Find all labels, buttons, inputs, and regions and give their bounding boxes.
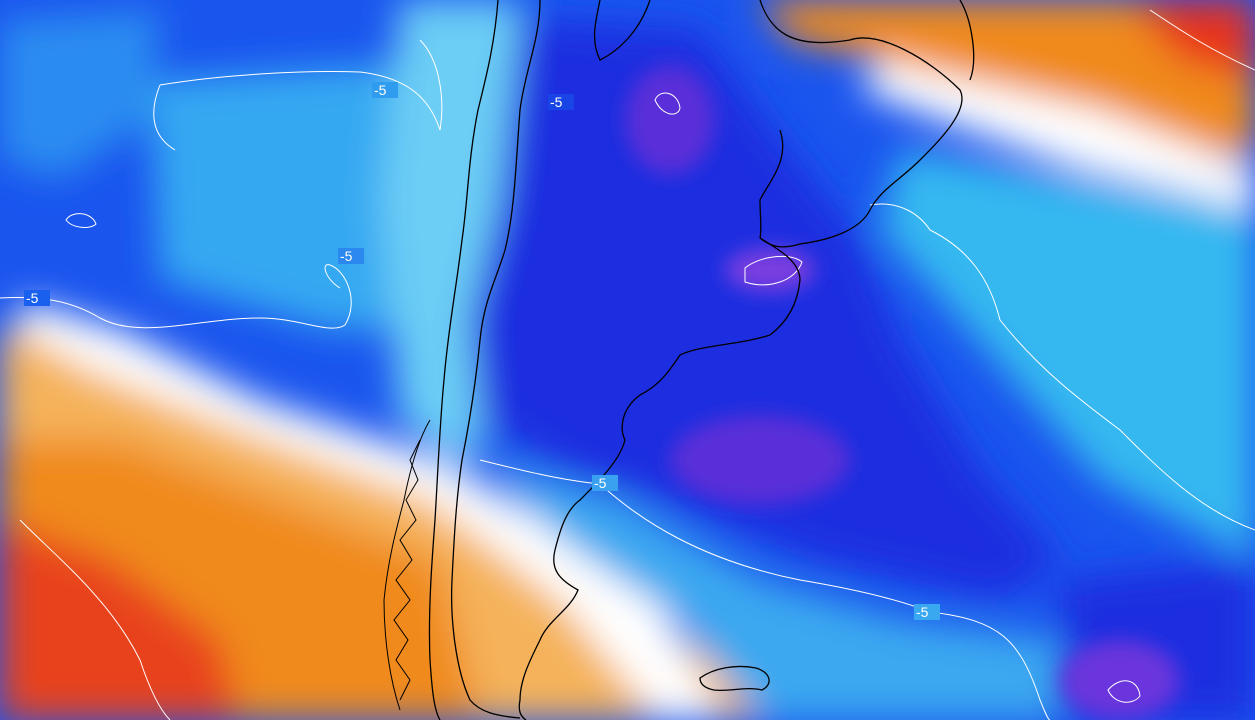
contour-label-patagonia: -5 xyxy=(594,475,607,491)
brazil-uruguay-coastline xyxy=(759,0,963,248)
contour-loop-north-core xyxy=(654,92,681,115)
contour-loop-small-west xyxy=(65,213,97,228)
label-bg-south-atlantic xyxy=(914,604,940,620)
contour-line-south xyxy=(479,459,1051,720)
warm-zone-northeast xyxy=(760,0,1255,160)
fjords-southern-chile xyxy=(383,419,431,711)
buenos-aires-coastline xyxy=(621,237,801,441)
fjord-line-outer xyxy=(383,419,431,711)
extreme-cold-cell-north xyxy=(625,65,715,175)
extreme-cold-cells xyxy=(625,65,1180,720)
contour-label-far-west: -5 xyxy=(26,290,39,306)
contour-label-north: -5 xyxy=(550,94,563,110)
neutral-band-south xyxy=(20,300,720,720)
label-bg-patagonia xyxy=(592,475,618,491)
bolivia-border xyxy=(593,0,651,61)
paraguay-river-border xyxy=(759,129,784,239)
patagonia-coastline xyxy=(518,439,626,720)
label-bg-west-central xyxy=(338,248,364,264)
contour-line-northwest-west xyxy=(153,84,176,151)
contour-label-west-central: -5 xyxy=(340,248,353,264)
label-bg-northwest xyxy=(372,82,398,98)
label-bg-north xyxy=(548,94,574,110)
light-cold-band-south xyxy=(480,460,1060,720)
contour-label-northwest: -5 xyxy=(374,82,387,98)
contour-label-south-atlantic: -5 xyxy=(916,604,929,620)
fjord-line-inner xyxy=(393,439,421,701)
contour-loop-rioplata xyxy=(744,255,803,286)
contour-loop-southeast xyxy=(1107,680,1141,703)
coastlines xyxy=(428,0,975,720)
contour-line-warm-southwest xyxy=(19,519,171,720)
cold-zone-far-northwest xyxy=(0,10,160,180)
contour-lines xyxy=(0,9,1255,720)
extreme-cold-cell-rioplata xyxy=(725,248,815,292)
contour-line-northwest xyxy=(159,39,443,131)
extreme-cold-cell-central xyxy=(670,415,850,505)
falkland-islands xyxy=(699,665,770,692)
neutral-band-northeast xyxy=(860,60,1255,210)
contour-line-west xyxy=(0,264,352,329)
contour-line-east xyxy=(869,203,1255,531)
light-cold-zone-east xyxy=(880,150,1255,560)
brazil-border-north xyxy=(959,0,975,81)
contour-line-warm-northeast xyxy=(1149,9,1255,71)
extreme-cold-cell-southeast xyxy=(1060,640,1180,720)
hot-zone-southwest xyxy=(0,520,240,720)
andes-border xyxy=(451,0,541,719)
hot-zone-northeast xyxy=(1130,0,1255,80)
label-bg-far-west xyxy=(24,290,50,306)
contour-labels: -5 -5 -5 -5 -5 -5 xyxy=(24,82,940,620)
deep-cold-core xyxy=(470,20,1060,600)
chile-coastline xyxy=(428,0,499,720)
